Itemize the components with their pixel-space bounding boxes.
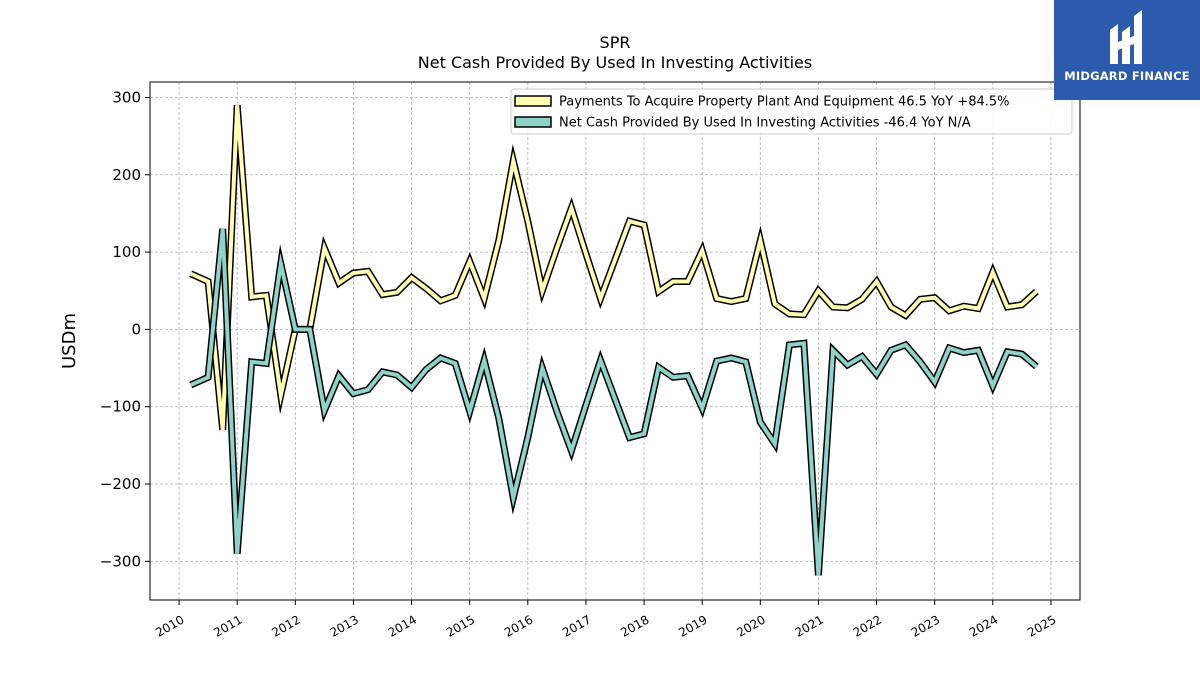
plot-frame <box>149 81 1081 601</box>
y-tick-label: 100 <box>112 243 141 261</box>
chart-subtitle: Net Cash Provided By Used In Investing A… <box>418 53 812 72</box>
chart-title: SPR <box>600 33 631 52</box>
series-1-line <box>189 105 1038 431</box>
y-tick-label: 0 <box>131 320 141 338</box>
legend-swatch <box>514 116 552 128</box>
brand-logo: MIDGARD FINANCE <box>1054 0 1200 100</box>
legend: Payments To Acquire Property Plant And E… <box>510 88 1073 135</box>
legend-swatch <box>514 95 552 107</box>
series-2-line <box>189 228 1038 576</box>
y-tick-label: −300 <box>100 552 141 570</box>
y-tick-label: −100 <box>100 398 141 416</box>
grid <box>150 82 1080 600</box>
y-tick-label: −200 <box>100 475 141 493</box>
series-layer <box>189 104 1039 576</box>
y-axis: 300 200 100 0 −100 −200 −300 <box>100 88 150 570</box>
legend-label: Net Cash Provided By Used In Investing A… <box>559 116 971 131</box>
legend-label: Payments To Acquire Property Plant And E… <box>559 95 1010 110</box>
y-tick-label: 300 <box>112 88 141 106</box>
y-tick-label: 200 <box>112 166 141 184</box>
brand-logo-text: MIDGARD FINANCE <box>1064 69 1190 83</box>
y-axis-label: USDm <box>59 313 80 369</box>
legend-box <box>510 88 1073 135</box>
midgard-logo-icon <box>1110 10 1142 64</box>
